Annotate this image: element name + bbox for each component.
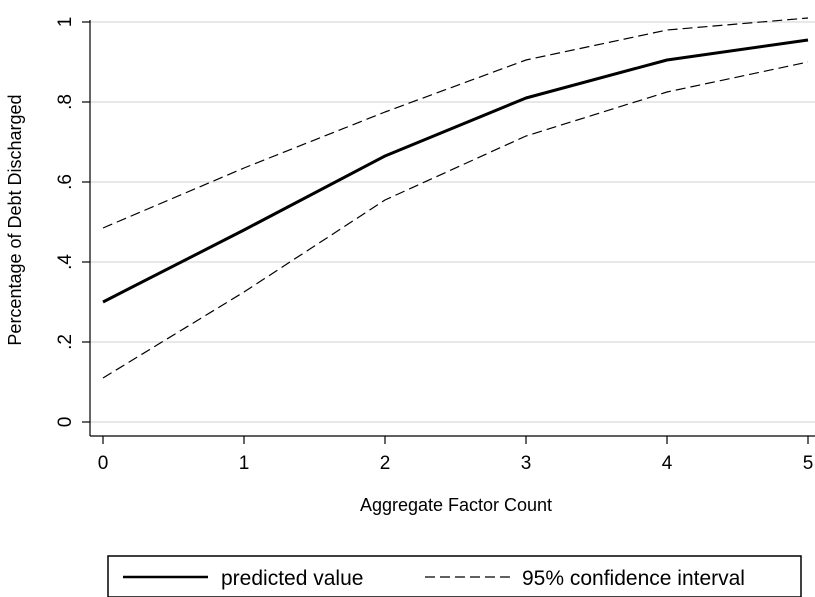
y-tick-label: 1 <box>55 17 76 28</box>
legend: predicted value 95% confidence interval <box>107 555 802 597</box>
x-tick-label: 3 <box>521 453 532 474</box>
confidence-upper-line <box>102 17 809 229</box>
x-tick-label: 1 <box>239 453 250 474</box>
x-tick-label: 4 <box>662 453 673 474</box>
series-lines <box>102 17 809 379</box>
grid-lines <box>90 21 815 423</box>
y-axis-title: Percentage of Debt Discharged <box>5 94 25 345</box>
axes <box>82 20 815 444</box>
x-axis-title: Aggregate Factor Count <box>360 495 552 515</box>
y-tick-label: .8 <box>55 94 76 110</box>
y-tick-label: .2 <box>55 334 76 350</box>
y-tick-label: .6 <box>55 174 76 190</box>
confidence-lower-line <box>102 61 809 379</box>
x-tick-label: 5 <box>803 453 814 474</box>
y-tick-label: .4 <box>55 254 76 270</box>
x-tick-label: 0 <box>98 453 109 474</box>
legend-label-confidence: 95% confidence interval <box>522 567 745 590</box>
tick-labels: 0 .2 .4 .6 .8 1 0 1 2 3 4 5 <box>55 17 813 474</box>
legend-label-predicted: predicted value <box>221 567 363 590</box>
x-tick-label: 2 <box>380 453 391 474</box>
y-tick-label: 0 <box>55 417 76 428</box>
legend-box <box>107 555 802 597</box>
predicted-value-line <box>102 38 809 304</box>
